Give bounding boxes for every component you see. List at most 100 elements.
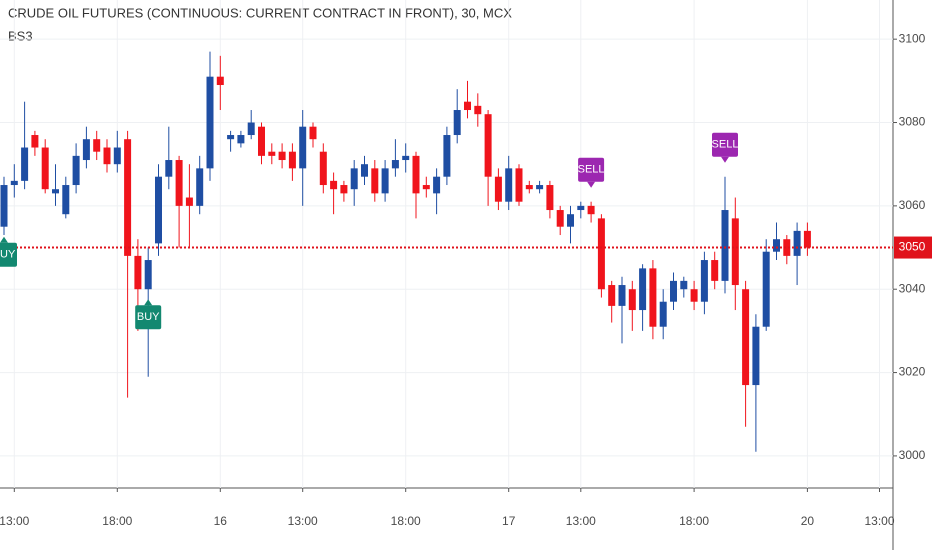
- y-tick-label: 3080: [899, 115, 926, 129]
- candle-body: [247, 122, 255, 136]
- candle-body: [773, 239, 780, 252]
- candle-body: [134, 255, 142, 290]
- candle-body: [41, 147, 49, 190]
- candle-body: [793, 230, 801, 256]
- candle-body: [546, 185, 554, 211]
- candle-body: [525, 185, 533, 190]
- candle-body: [103, 147, 111, 165]
- candle-body: [670, 280, 677, 302]
- candle-body: [443, 135, 451, 177]
- candle-body: [185, 197, 193, 206]
- y-tick-label: 3060: [899, 198, 926, 212]
- candle-body: [422, 185, 430, 190]
- indicator-name: BS3: [8, 28, 33, 43]
- candle-body: [402, 155, 410, 161]
- last-price-box: [894, 236, 932, 259]
- candle-body: [649, 268, 657, 327]
- candle-body: [155, 176, 162, 244]
- candle-body: [10, 180, 18, 186]
- candle-body: [216, 76, 224, 86]
- candle-body: [21, 147, 29, 181]
- x-tick-label: 13:00: [288, 514, 318, 528]
- x-tick-label: 20: [801, 514, 815, 528]
- candle-body: [309, 126, 317, 140]
- candle-body: [536, 185, 544, 190]
- candle-body: [628, 289, 636, 311]
- signal-box: [0, 242, 17, 267]
- candle-body: [82, 139, 90, 161]
- candle-body: [288, 151, 296, 169]
- candle-body: [350, 168, 358, 190]
- signal-label: SELL: [578, 164, 605, 176]
- candle-body: [618, 285, 626, 306]
- candle-body: [258, 126, 265, 156]
- candle-body: [31, 135, 39, 148]
- candle-body: [433, 176, 441, 194]
- candle-body: [721, 210, 729, 281]
- candle-body: [278, 151, 286, 161]
- candle-body: [412, 155, 420, 194]
- x-tick-label: 13:00: [864, 514, 894, 528]
- candle-body: [659, 301, 667, 327]
- x-tick-label: 18:00: [391, 514, 421, 528]
- chart-title: CRUDE OIL FUTURES (CONTINUOUS: CURRENT C…: [8, 5, 512, 20]
- candle-body: [371, 168, 379, 194]
- candle-body: [752, 326, 760, 386]
- candle-body: [144, 260, 152, 290]
- candle-body: [464, 101, 471, 111]
- candle-body: [299, 126, 307, 169]
- candle-body: [0, 185, 8, 227]
- x-tick-label: 13:00: [0, 514, 30, 528]
- candle-body: [206, 76, 214, 169]
- candle-body: [227, 135, 235, 140]
- candle-body: [731, 218, 739, 286]
- candle-body: [113, 147, 121, 165]
- candle-body: [52, 189, 59, 194]
- y-tick-label: 3000: [899, 448, 926, 462]
- candle-body: [577, 205, 585, 211]
- candle-body: [515, 168, 523, 202]
- x-tick-label: 16: [214, 514, 228, 528]
- candle-body: [587, 205, 595, 215]
- candle-body: [597, 218, 605, 290]
- candle-body: [742, 289, 750, 386]
- candle-body: [196, 168, 204, 206]
- signal-marker: [587, 181, 596, 188]
- y-tick-label: 3100: [899, 31, 926, 45]
- signal-box: [578, 157, 605, 182]
- candle-body: [361, 164, 368, 177]
- candle-body: [700, 260, 708, 302]
- candle-body: [783, 239, 791, 256]
- candle-body: [762, 251, 770, 327]
- candle-body: [330, 180, 338, 190]
- candle-body: [680, 280, 688, 290]
- candle-body: [505, 168, 513, 202]
- signal-marker: [721, 156, 729, 163]
- candle-body: [268, 151, 276, 156]
- y-tick-label: 3040: [899, 281, 926, 295]
- candle-body: [124, 139, 132, 256]
- candle-body: [567, 214, 574, 227]
- candle-body: [474, 105, 482, 115]
- candle-body: [62, 185, 70, 215]
- grid: [0, 0, 893, 488]
- candle-body: [484, 114, 492, 177]
- signal-label: BUY: [137, 311, 160, 323]
- y-tick-label: 3020: [899, 365, 926, 379]
- candle-body: [453, 110, 461, 136]
- candle-body: [556, 210, 564, 227]
- candle-body: [72, 155, 80, 186]
- candle-body: [608, 285, 616, 306]
- candle-body: [319, 151, 327, 186]
- candle-body: [494, 176, 502, 202]
- last-price-label: 3050: [899, 240, 926, 254]
- candle-body: [690, 289, 698, 302]
- x-tick-label: 18:00: [102, 514, 132, 528]
- x-tick-label: 18:00: [679, 514, 709, 528]
- signal-marker: [0, 236, 8, 243]
- candle-body: [381, 168, 389, 194]
- candle-body: [711, 260, 719, 281]
- candle-body: [165, 160, 173, 177]
- candle-body: [391, 160, 399, 169]
